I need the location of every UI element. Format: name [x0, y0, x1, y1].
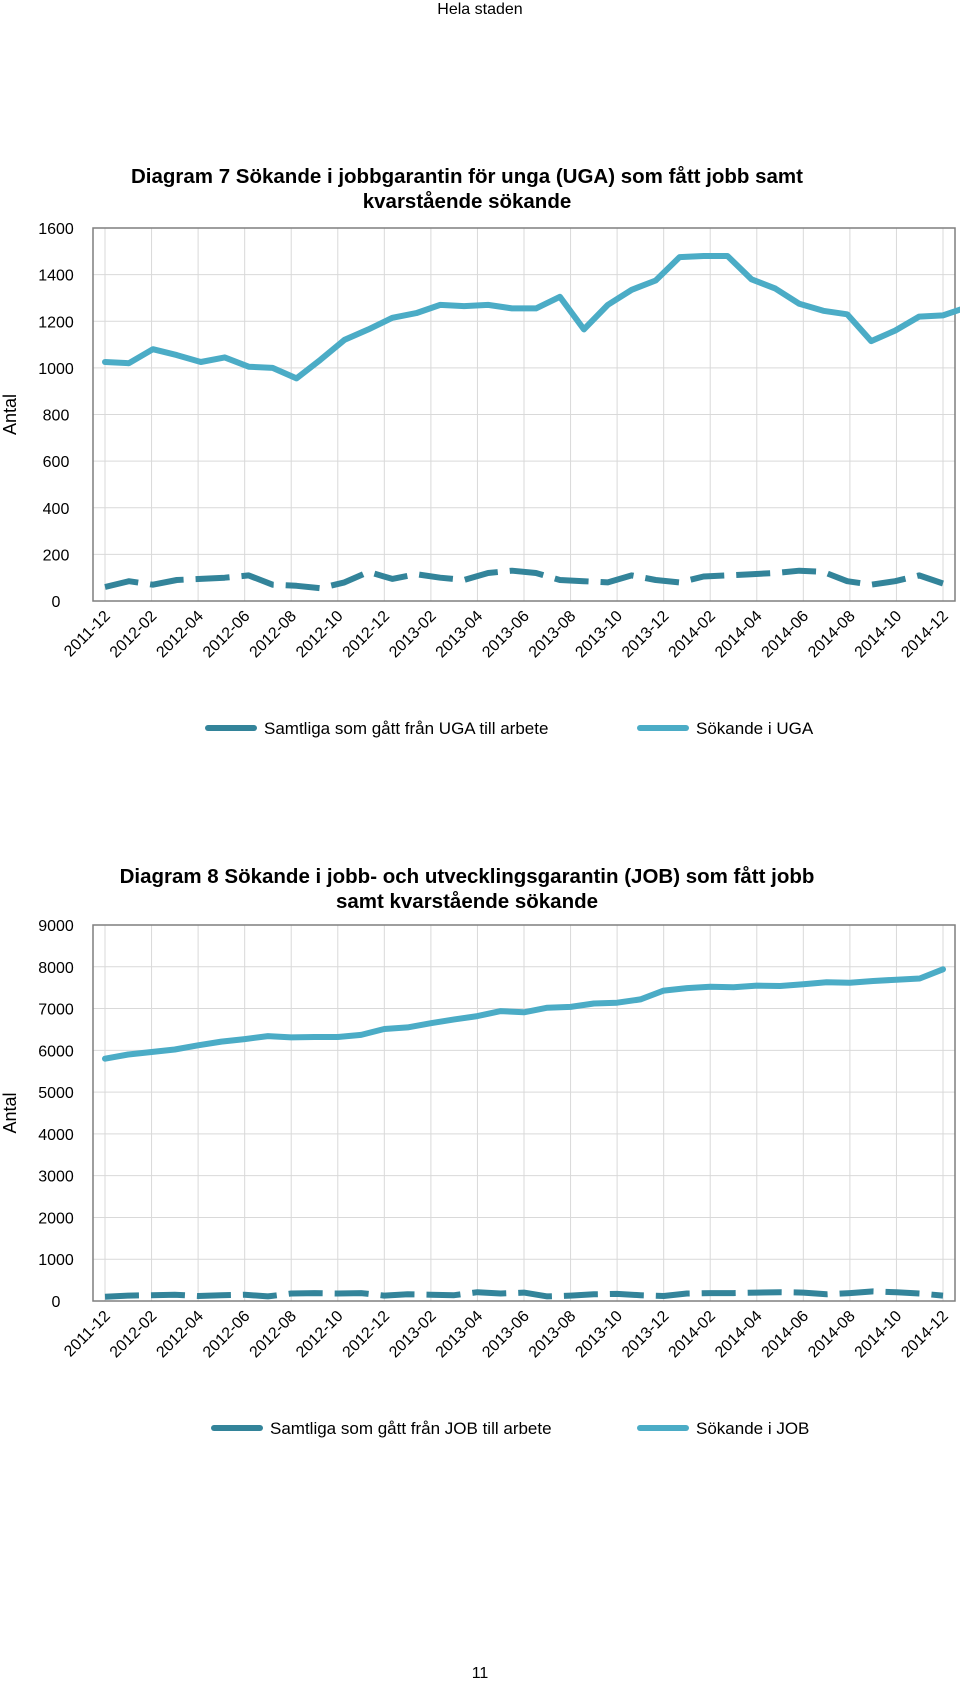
x-tick-label: 2012-08 — [247, 1308, 301, 1362]
x-tick-label: 2013-04 — [433, 608, 487, 662]
x-tick-label: 2012-10 — [293, 1308, 347, 1362]
y-tick-label: 3000 — [38, 1169, 74, 1186]
x-tick-label: 2013-10 — [572, 608, 626, 662]
legend-label: Sökande i JOB — [696, 1419, 809, 1438]
x-tick-label: 2013-08 — [526, 608, 580, 662]
x-tick-label: 2012-02 — [107, 1308, 161, 1362]
x-tick-label: 2012-08 — [247, 608, 301, 662]
x-tick-label: 2013-10 — [572, 1308, 626, 1362]
x-tick-label: 2012-04 — [153, 608, 207, 662]
y-tick-label: 1600 — [38, 221, 74, 238]
page-header: Hela staden — [437, 1, 523, 18]
x-tick-label: 2013-02 — [386, 1308, 440, 1362]
x-tick-label: 2014-02 — [666, 608, 720, 662]
chart-job: Diagram 8 Sökande i jobb- och utveckling… — [0, 860, 960, 1460]
y-tick-label: 9000 — [38, 918, 74, 935]
x-tick-label: 2014-10 — [852, 1308, 906, 1362]
x-tick-label: 2012-04 — [153, 1308, 207, 1362]
legend-label: Sökande i UGA — [696, 719, 814, 738]
legend-label: Samtliga som gått från JOB till arbete — [270, 1419, 552, 1438]
x-tick-label: 2014-08 — [805, 1308, 859, 1362]
x-tick-label: 2014-06 — [759, 1308, 813, 1362]
y-tick-label: 4000 — [38, 1127, 74, 1144]
y-tick-label: 200 — [43, 547, 70, 564]
series-line-dashed — [104, 567, 944, 592]
y-tick-label: 7000 — [38, 1002, 74, 1019]
plot-area-border — [92, 227, 956, 602]
x-tick-label: 2012-02 — [107, 608, 161, 662]
chart-uga: Diagram 7 Sökande i jobbgarantin för ung… — [0, 160, 960, 760]
y-axis-title: Antal — [0, 394, 20, 435]
chart-title-line: samt kvarstående sökande — [336, 890, 598, 913]
x-tick-label: 2012-12 — [340, 1308, 394, 1362]
legend-label: Samtliga som gått från UGA till arbete — [264, 719, 548, 738]
x-tick-label: 2013-08 — [526, 1308, 580, 1362]
plot-area-border — [92, 924, 956, 1302]
y-tick-label: 1200 — [38, 314, 74, 331]
chart-title-line: Diagram 7 Sökande i jobbgarantin för ung… — [131, 165, 803, 188]
y-tick-label: 8000 — [38, 960, 74, 977]
x-tick-label: 2013-12 — [619, 1308, 673, 1362]
y-tick-label: 2000 — [38, 1210, 74, 1227]
x-tick-label: 2014-04 — [712, 608, 766, 662]
x-tick-label: 2014-02 — [666, 1308, 720, 1362]
x-tick-label: 2014-04 — [712, 1308, 766, 1362]
series-line-dashed — [104, 1288, 944, 1300]
y-tick-label: 1400 — [38, 268, 74, 285]
x-tick-label: 2013-04 — [433, 1308, 487, 1362]
page-number: 11 — [471, 1665, 489, 1682]
y-tick-label: 600 — [43, 454, 70, 471]
legend-item: Samtliga som gått från JOB till arbete — [211, 1419, 552, 1438]
x-tick-label: 2012-12 — [340, 608, 394, 662]
y-tick-label: 0 — [52, 594, 61, 611]
x-tick-label: 2011-12 — [61, 608, 114, 661]
chart-svg: Diagram 7 Sökande i jobbgarantin för ung… — [0, 165, 960, 738]
chart-svg: Diagram 8 Sökande i jobb- och utveckling… — [0, 865, 956, 1438]
chart-title-line: Diagram 8 Sökande i jobb- och utveckling… — [120, 865, 815, 888]
legend-item: Sökande i UGA — [637, 719, 814, 738]
y-tick-label: 1000 — [38, 1252, 74, 1269]
x-tick-label: 2014-08 — [805, 608, 859, 662]
x-tick-label: 2013-12 — [619, 608, 673, 662]
x-tick-label: 2014-12 — [898, 1308, 952, 1362]
x-tick-label: 2013-06 — [479, 1308, 533, 1362]
x-tick-label: 2011-12 — [61, 1308, 114, 1361]
y-tick-label: 0 — [52, 1294, 61, 1311]
x-tick-label: 2014-06 — [759, 608, 813, 662]
series-line-solid — [102, 253, 960, 382]
x-tick-label: 2014-10 — [852, 608, 906, 662]
y-tick-label: 6000 — [38, 1043, 74, 1060]
series-line-solid — [102, 966, 946, 1062]
y-tick-label: 800 — [43, 408, 70, 425]
chart-title-line: kvarstående sökande — [363, 190, 572, 213]
legend-item: Samtliga som gått från UGA till arbete — [205, 719, 548, 738]
gridlines — [93, 227, 955, 602]
x-tick-label: 2014-12 — [898, 608, 952, 662]
y-tick-label: 1000 — [38, 361, 74, 378]
x-tick-label: 2012-10 — [293, 608, 347, 662]
y-axis-title: Antal — [0, 1092, 20, 1133]
x-tick-label: 2013-06 — [479, 608, 533, 662]
y-tick-label: 400 — [43, 501, 70, 518]
legend-item: Sökande i JOB — [637, 1419, 809, 1438]
y-tick-label: 5000 — [38, 1085, 74, 1102]
x-tick-label: 2013-02 — [386, 608, 440, 662]
x-tick-label: 2012-06 — [200, 608, 254, 662]
x-tick-label: 2012-06 — [200, 1308, 254, 1362]
